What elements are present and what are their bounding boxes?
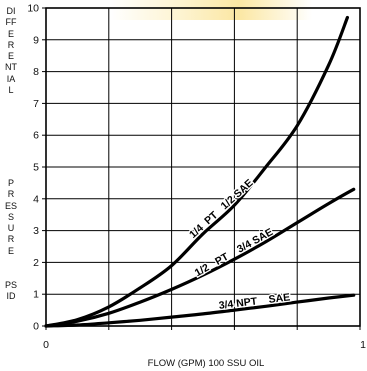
series-lines [44, 15, 356, 328]
y-axis-title-word-3: PSID [5, 280, 18, 302]
x-axis-title: FLOW (GPM) 100 SSU OIL [148, 358, 265, 369]
series-line-3 [44, 293, 356, 328]
series-label-2: 1/2 PT 3/4 SAE [193, 226, 275, 279]
y-tick-label: 0 [33, 321, 39, 333]
series-label-group-2: 1/2 PT 3/4 SAE [191, 225, 276, 281]
axes [45, 7, 361, 327]
y-axis-title-word-1: DIFFERENTIAL [5, 6, 17, 96]
series-label-group-1: 1/4 PT 1/2 SAE [186, 176, 257, 242]
y-tick-label: 6 [33, 130, 39, 142]
series-line-1 [44, 15, 349, 328]
y-tick-label: 10 [27, 3, 39, 15]
y-tick-label: 1 [33, 289, 39, 301]
y-tick-label: 2 [33, 257, 39, 269]
series-line-2 [44, 187, 356, 328]
grid [42, 7, 361, 330]
y-tick-label: 4 [33, 193, 39, 205]
top-banner [0, 0, 367, 20]
y-tick-label: 5 [33, 162, 39, 174]
series-label-1: 1/4 PT 1/2 SAE [187, 177, 256, 241]
y-tick-label: 3 [33, 225, 39, 237]
x-tick-label: 0 [43, 339, 49, 351]
y-tick-label: 8 [33, 66, 39, 78]
y-tick-label: 7 [33, 98, 39, 110]
y-tick-label: 9 [33, 34, 39, 46]
x-tick-label: 1 [360, 339, 366, 351]
plot-frame [45, 7, 361, 327]
tick-labels: 0 1 2 3 4 5 6 7 8 9 10 0 1 [27, 3, 366, 352]
y-axis-title-word-2: PRESSURE [5, 178, 18, 256]
